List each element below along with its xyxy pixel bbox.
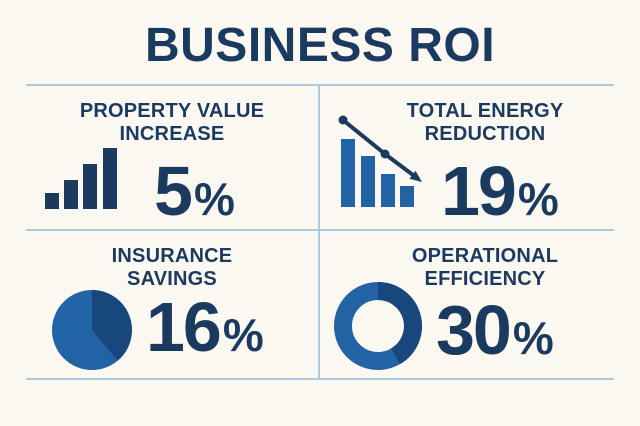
metric-value: 30 % — [436, 295, 554, 365]
heading-line-1: OPERATIONAL — [411, 245, 559, 267]
pie-chart-icon — [52, 290, 132, 370]
quadrant-grid: PROPERTY VALUE INCREASE 5 % TOTAL ENERGY… — [26, 84, 614, 380]
quadrant-property-value-increase: PROPERTY VALUE INCREASE 5 % — [26, 86, 320, 231]
heading-line-1: PROPERTY VALUE — [79, 100, 265, 122]
quadrant-heading: PROPERTY VALUE INCREASE — [26, 100, 318, 146]
metric-number: 16 — [146, 288, 222, 366]
percent-sign: % — [517, 173, 559, 225]
percent-sign: % — [222, 309, 264, 361]
bar-chart-ascending-icon — [45, 148, 117, 209]
metric-number: 19 — [441, 152, 517, 230]
donut-chart-icon — [334, 282, 422, 370]
metric-value: 16 % — [146, 292, 264, 362]
metric-value: 19 % — [441, 156, 559, 226]
heading-line-2: SAVINGS — [127, 268, 217, 290]
page-title: BUSINESS ROI — [144, 19, 496, 72]
heading-line-1: INSURANCE — [111, 245, 233, 267]
quadrant-heading: OPERATIONAL EFFICIENCY — [338, 245, 632, 291]
heading-line-2: INCREASE — [119, 123, 225, 145]
heading-line-2: EFFICIENCY — [424, 268, 546, 290]
quadrant-operational-efficiency: OPERATIONAL EFFICIENCY 30 % — [320, 231, 614, 378]
metric-number: 5 — [154, 152, 193, 230]
metric-value: 5 % — [154, 156, 235, 226]
heading-line-1: TOTAL ENERGY — [406, 100, 564, 122]
quadrant-total-energy-reduction: TOTAL ENERGY REDUCTION 19 % — [320, 86, 614, 231]
bar-chart-descending-arrow-icon — [338, 115, 422, 207]
quadrant-insurance-savings: INSURANCE SAVINGS 16 % — [26, 231, 320, 378]
percent-sign: % — [512, 312, 554, 364]
quadrant-heading: INSURANCE SAVINGS — [26, 245, 318, 291]
quadrant-heading: TOTAL ENERGY REDUCTION — [338, 100, 632, 146]
metric-number: 30 — [436, 291, 512, 369]
heading-line-2: REDUCTION — [424, 123, 546, 145]
percent-sign: % — [193, 173, 235, 225]
